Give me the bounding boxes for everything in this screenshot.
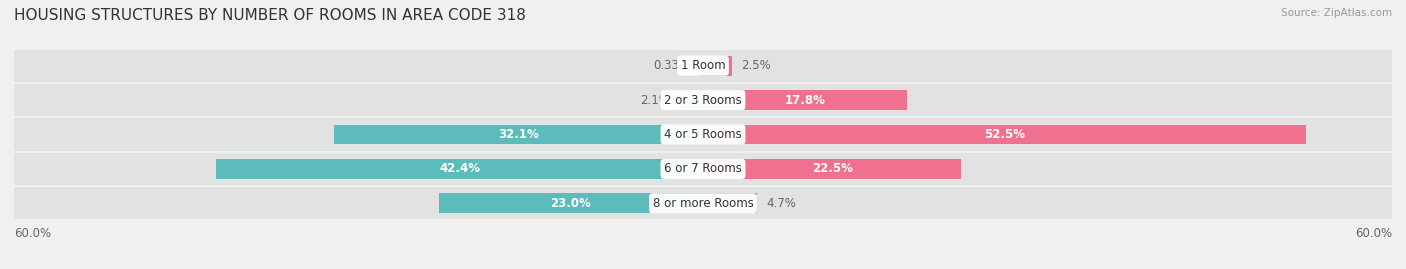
Bar — [703, 90, 907, 110]
Bar — [699, 56, 703, 76]
Bar — [14, 187, 1392, 220]
Text: 32.1%: 32.1% — [498, 128, 538, 141]
Text: 42.4%: 42.4% — [439, 162, 479, 175]
Bar — [703, 193, 756, 213]
Text: 2.5%: 2.5% — [741, 59, 770, 72]
Text: 4.7%: 4.7% — [766, 197, 796, 210]
Bar — [217, 159, 703, 179]
Text: 23.0%: 23.0% — [551, 197, 592, 210]
Text: 8 or more Rooms: 8 or more Rooms — [652, 197, 754, 210]
Bar — [14, 49, 1392, 82]
Bar — [14, 118, 1392, 151]
Text: 0.33%: 0.33% — [652, 59, 690, 72]
Bar — [703, 56, 731, 76]
Text: 22.5%: 22.5% — [811, 162, 852, 175]
Bar — [703, 159, 962, 179]
Text: 4 or 5 Rooms: 4 or 5 Rooms — [664, 128, 742, 141]
Text: 2.1%: 2.1% — [640, 94, 669, 107]
Text: HOUSING STRUCTURES BY NUMBER OF ROOMS IN AREA CODE 318: HOUSING STRUCTURES BY NUMBER OF ROOMS IN… — [14, 8, 526, 23]
Text: 60.0%: 60.0% — [1355, 227, 1392, 240]
Text: 60.0%: 60.0% — [14, 227, 51, 240]
Bar — [703, 125, 1306, 144]
Text: 1 Room: 1 Room — [681, 59, 725, 72]
Bar — [335, 125, 703, 144]
Text: 6 or 7 Rooms: 6 or 7 Rooms — [664, 162, 742, 175]
Bar — [14, 153, 1392, 185]
Bar — [679, 90, 703, 110]
Bar — [14, 84, 1392, 116]
Bar — [439, 193, 703, 213]
Text: 17.8%: 17.8% — [785, 94, 825, 107]
Text: Source: ZipAtlas.com: Source: ZipAtlas.com — [1281, 8, 1392, 18]
Text: 52.5%: 52.5% — [984, 128, 1025, 141]
Text: 2 or 3 Rooms: 2 or 3 Rooms — [664, 94, 742, 107]
